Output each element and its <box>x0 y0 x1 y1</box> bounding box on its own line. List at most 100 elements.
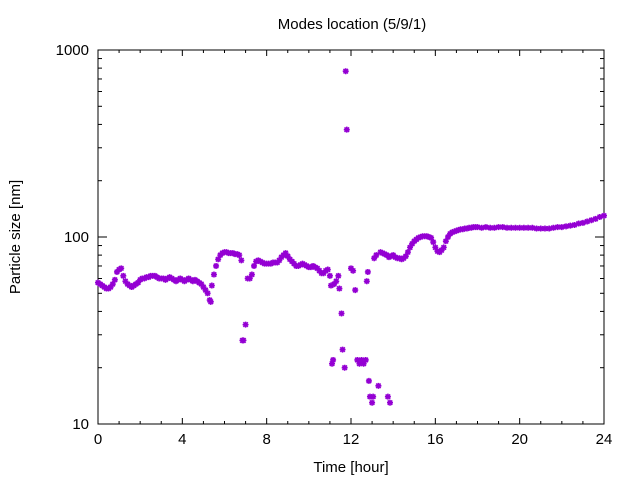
data-point <box>356 360 363 367</box>
data-point <box>504 224 511 231</box>
data-point <box>135 279 142 286</box>
x-tick-labels: 0 4 8 12 16 20 24 <box>94 431 613 448</box>
data-point <box>210 271 217 278</box>
data-point <box>326 272 333 279</box>
data-point <box>440 244 447 251</box>
axis-ticks <box>97 49 605 425</box>
data-point <box>417 234 424 240</box>
data-point <box>111 276 118 283</box>
data-point <box>579 219 586 226</box>
data-points <box>95 68 607 406</box>
data-point <box>238 257 245 264</box>
data-point <box>571 221 578 228</box>
data-point <box>335 272 342 279</box>
data-point <box>432 244 439 251</box>
data-point <box>331 281 338 288</box>
data-point <box>478 224 485 231</box>
y-axis-label: Particle size [nm] <box>7 180 24 294</box>
data-point <box>373 252 380 259</box>
data-point <box>358 356 365 363</box>
data-point <box>371 255 378 262</box>
data-point <box>482 224 489 231</box>
x-tick-label: 4 <box>178 431 186 448</box>
data-point <box>213 262 220 269</box>
data-point <box>434 248 441 255</box>
data-point <box>118 265 125 272</box>
data-point <box>107 284 114 291</box>
data-point <box>343 126 350 133</box>
data-point <box>360 360 367 367</box>
data-point <box>487 224 494 231</box>
data-point <box>525 224 532 231</box>
data-point <box>336 285 343 292</box>
data-point <box>204 290 211 297</box>
x-axis-label: Time [hour] <box>313 459 388 476</box>
data-point <box>442 238 449 245</box>
data-point <box>366 393 373 400</box>
data-point <box>387 399 394 406</box>
data-point <box>354 356 361 363</box>
data-point <box>426 234 433 240</box>
data-point <box>516 224 523 231</box>
data-point <box>316 267 323 274</box>
data-point <box>276 257 283 264</box>
data-point <box>208 282 215 289</box>
data-point <box>365 377 372 384</box>
data-point <box>402 253 409 260</box>
data-point <box>474 224 481 231</box>
data-point <box>251 262 258 269</box>
data-point <box>362 356 369 363</box>
data-point <box>533 225 540 232</box>
minor-ticks <box>98 50 604 424</box>
data-point <box>409 240 416 247</box>
data-point <box>537 225 544 232</box>
data-point <box>592 215 599 222</box>
data-point <box>240 337 247 344</box>
data-point <box>120 272 127 279</box>
chart-title: Modes location (5/9/1) <box>278 16 426 33</box>
data-point <box>588 217 595 224</box>
x-tick-label: 24 <box>596 431 613 448</box>
data-point <box>200 284 207 291</box>
data-point <box>113 268 120 275</box>
data-point <box>324 266 331 273</box>
data-point <box>596 213 603 220</box>
data-point <box>364 268 371 275</box>
data-point <box>438 247 445 254</box>
data-point <box>202 287 209 294</box>
data-point <box>282 250 289 257</box>
data-point <box>375 382 382 389</box>
data-point <box>329 360 336 367</box>
data-point <box>330 356 337 363</box>
y-tick-label: 10 <box>72 416 89 433</box>
data-point <box>333 278 340 285</box>
y-tick-label: 1000 <box>56 42 89 59</box>
data-point <box>520 224 527 231</box>
data-point <box>109 281 116 288</box>
data-point <box>384 393 391 400</box>
data-point <box>546 225 553 232</box>
y-tick-label: 100 <box>64 229 89 246</box>
data-point <box>242 321 249 328</box>
data-point <box>339 346 346 353</box>
data-point <box>348 265 354 272</box>
data-point <box>370 393 377 400</box>
data-point <box>491 224 498 231</box>
data-point <box>499 224 506 231</box>
data-point <box>428 234 435 241</box>
plot-frame <box>97 49 605 425</box>
data-point <box>341 364 348 371</box>
data-point <box>404 249 411 256</box>
data-point <box>529 224 536 231</box>
data-point <box>558 224 565 231</box>
data-point <box>320 270 327 277</box>
data-point <box>541 225 548 232</box>
data-point <box>554 224 561 231</box>
data-point <box>444 234 451 240</box>
data-point <box>207 298 214 305</box>
data-point <box>352 287 359 294</box>
data-point <box>495 224 502 231</box>
data-point <box>122 278 129 285</box>
data-point <box>369 399 376 406</box>
